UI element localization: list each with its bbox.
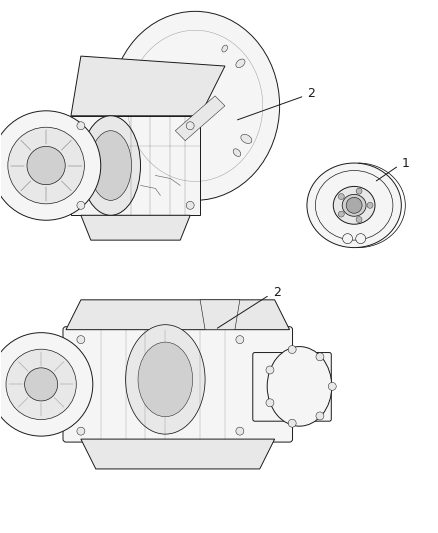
Ellipse shape [342,195,366,216]
Circle shape [0,111,101,220]
Circle shape [77,201,85,209]
Circle shape [316,353,324,361]
FancyBboxPatch shape [253,352,331,421]
Circle shape [27,147,65,184]
Polygon shape [71,116,200,215]
Polygon shape [200,300,240,330]
Circle shape [346,197,362,213]
Ellipse shape [241,134,252,143]
Circle shape [367,203,373,208]
Circle shape [236,427,244,435]
Polygon shape [175,96,225,141]
Circle shape [266,399,274,407]
Circle shape [356,233,366,244]
Ellipse shape [81,116,141,215]
Circle shape [8,127,85,204]
Circle shape [338,193,344,199]
Polygon shape [81,215,190,240]
Circle shape [186,201,194,209]
Circle shape [236,336,244,344]
Ellipse shape [267,346,332,426]
Circle shape [77,336,85,344]
Circle shape [6,349,76,419]
Circle shape [25,368,58,401]
Text: 1: 1 [402,157,410,170]
Circle shape [338,211,344,217]
FancyBboxPatch shape [63,327,293,442]
Ellipse shape [333,187,375,224]
Circle shape [77,427,85,435]
Circle shape [288,419,296,427]
Ellipse shape [236,59,245,68]
Polygon shape [81,439,275,469]
Circle shape [266,366,274,374]
Ellipse shape [222,45,228,52]
Text: 2: 2 [273,286,280,300]
Circle shape [186,122,194,130]
Circle shape [328,382,336,390]
Circle shape [356,216,362,222]
Circle shape [77,122,85,130]
Ellipse shape [138,342,193,417]
Ellipse shape [126,325,205,434]
Circle shape [343,233,353,244]
Polygon shape [66,300,290,330]
Ellipse shape [111,11,279,200]
Circle shape [316,412,324,420]
Ellipse shape [307,163,401,248]
Text: 2: 2 [307,87,315,100]
Ellipse shape [233,149,241,156]
Circle shape [356,188,362,194]
Polygon shape [71,56,225,116]
Ellipse shape [90,131,131,200]
Circle shape [0,333,93,436]
Circle shape [288,345,296,353]
